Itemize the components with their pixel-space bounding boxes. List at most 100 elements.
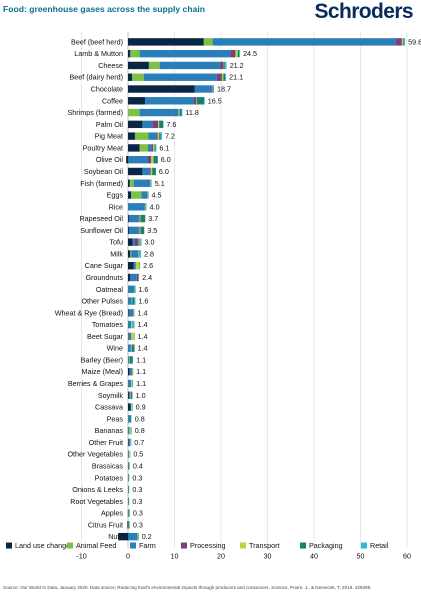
data-label: 2.8 — [144, 249, 154, 258]
data-label: 1.6 — [138, 285, 148, 294]
data-label: 0.3 — [133, 520, 143, 529]
category-label: Soybean Oil — [84, 167, 124, 176]
bar-segment — [128, 497, 129, 506]
bar-segment — [128, 450, 130, 458]
bar-segment — [126, 155, 128, 164]
data-label: 4.5 — [151, 191, 161, 200]
category-label: Eggs — [107, 191, 124, 200]
category-label: Bananas — [95, 426, 124, 435]
category-label: Maize (Meal) — [81, 367, 123, 376]
bar-segment — [128, 320, 132, 329]
bar-segment — [160, 132, 162, 140]
bar-segment — [136, 273, 139, 282]
bar-segment — [148, 61, 160, 70]
legend-label: Farm — [139, 541, 156, 550]
source-note: Source: Our World In Data, January 2020.… — [3, 585, 372, 590]
bar-segment — [129, 368, 132, 376]
category-label: Barley (Beer) — [81, 355, 123, 364]
bar-segment — [159, 132, 161, 140]
bar-segment — [153, 144, 155, 152]
bar-segment — [128, 214, 139, 223]
bar-segment — [131, 344, 135, 352]
bar-segment — [140, 238, 142, 246]
bar-segment — [128, 132, 135, 140]
bar-segment — [128, 214, 129, 223]
bar-segment — [147, 144, 152, 152]
category-label: Soymilk — [98, 391, 124, 400]
bar-segment — [128, 368, 130, 376]
bar-segment — [135, 262, 140, 270]
legend-swatch — [300, 542, 306, 549]
bar-segment — [132, 297, 135, 305]
data-label: 59.6 — [408, 37, 421, 46]
bar-segment — [155, 144, 157, 152]
bar-segment — [128, 391, 129, 399]
bar-segment — [196, 97, 205, 105]
bar-segment — [152, 120, 159, 129]
category-label: Tofu — [109, 238, 123, 247]
bar-segment — [235, 49, 238, 58]
category-label: Poultry Meat — [83, 143, 123, 152]
data-label: 7.2 — [165, 132, 175, 141]
bar-segment — [130, 49, 140, 58]
x-tick-label: 60 — [403, 552, 411, 561]
category-label: Beef (dairy herd) — [69, 73, 123, 82]
data-label: 0.7 — [134, 438, 144, 447]
x-tick-label: 50 — [357, 552, 365, 561]
bar-segment — [151, 144, 154, 152]
category-label: Beet Sugar — [87, 332, 124, 341]
data-label: 5.1 — [155, 179, 165, 188]
bar-segment — [128, 403, 131, 411]
bar-segment — [203, 38, 213, 46]
data-label: 1.4 — [138, 332, 148, 341]
bar-segment — [128, 438, 131, 447]
legend-label: Retail — [370, 541, 389, 550]
bar-segment — [395, 38, 402, 46]
category-label: Wine — [107, 344, 123, 353]
data-label: 1.1 — [136, 379, 146, 388]
bar-segment — [223, 73, 226, 81]
bar-segment — [133, 262, 136, 270]
bar-segment — [128, 309, 133, 317]
category-label: Palm Oil — [96, 120, 124, 129]
bar-segment — [159, 120, 164, 129]
data-label: 6.0 — [161, 155, 171, 164]
data-label: 0.5 — [133, 450, 143, 459]
bar-segment — [142, 167, 150, 176]
bar-segment — [224, 61, 226, 70]
bar-segment — [128, 108, 140, 117]
category-label: Peas — [107, 414, 124, 423]
data-label: 21.1 — [229, 73, 243, 82]
data-label: 11.8 — [185, 108, 198, 117]
bar-segment — [140, 214, 146, 223]
category-label: Apples — [101, 509, 123, 518]
bar-segment — [128, 167, 143, 176]
bar-segment — [145, 97, 194, 105]
category-label: Cheese — [98, 61, 123, 70]
data-label: 0.4 — [133, 461, 143, 470]
bar-segment — [156, 132, 158, 140]
bar-segment — [132, 73, 144, 81]
bar-segment — [134, 297, 136, 305]
bar-segment — [127, 521, 128, 529]
category-label: Oatmeal — [96, 285, 124, 294]
category-label: Other Fruit — [89, 438, 123, 447]
category-label: Potatoes — [95, 473, 124, 482]
data-label: 3.0 — [144, 238, 154, 247]
bar-segment — [128, 73, 133, 81]
bar-segment — [128, 297, 132, 305]
bar-segment — [154, 144, 156, 152]
legend-label: Packaging — [309, 541, 343, 550]
data-label: 0.8 — [135, 414, 145, 423]
category-label: Brassicas — [92, 461, 124, 470]
legend-label: Processing — [190, 541, 226, 550]
data-label: 16.5 — [208, 96, 222, 105]
bar-segment — [157, 132, 160, 140]
bar-segment — [152, 167, 156, 176]
data-label: 1.4 — [138, 344, 148, 353]
data-label: 1.4 — [138, 320, 148, 329]
bar-segment — [130, 332, 132, 341]
bar-segment — [142, 120, 153, 129]
bar-segment — [132, 238, 135, 246]
bar-segment — [153, 155, 158, 164]
